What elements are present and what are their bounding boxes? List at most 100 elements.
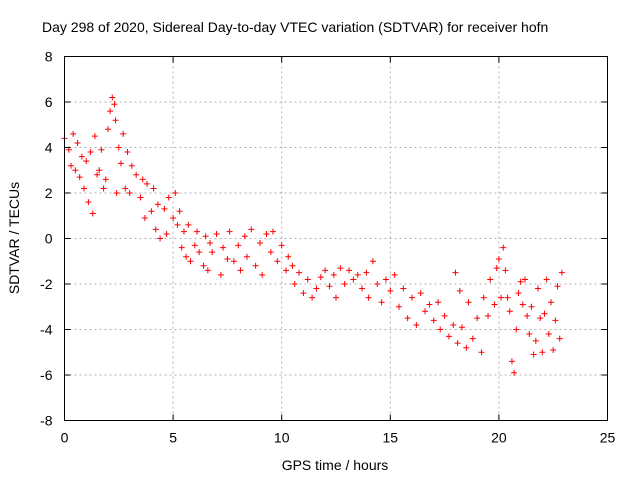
data-point-marker: [395, 303, 402, 310]
data-point-marker: [213, 230, 220, 237]
data-point-marker: [417, 290, 424, 297]
y-axis-ticks: 8 6 4 2 0 -2 -4 -6 -8: [40, 49, 608, 429]
data-point-marker: [359, 285, 366, 292]
data-point-marker: [491, 301, 498, 308]
data-point-marker: [543, 276, 550, 283]
data-point-marker: [313, 285, 320, 292]
data-points: [61, 94, 565, 376]
data-point-marker: [252, 262, 259, 269]
data-point-marker: [500, 244, 507, 251]
data-point-marker: [113, 190, 120, 196]
data-point-marker: [322, 267, 329, 274]
data-point-marker: [115, 144, 122, 151]
data-point-marker: [333, 294, 339, 301]
data-point-marker: [474, 315, 481, 322]
data-point-marker: [445, 333, 452, 340]
y-tick-label: -4: [40, 322, 53, 338]
data-point-marker: [495, 255, 502, 262]
data-point-marker: [435, 299, 442, 306]
data-point-marker: [291, 281, 298, 287]
data-point-marker: [469, 335, 476, 342]
data-point-marker: [556, 335, 563, 342]
data-point-marker: [452, 269, 459, 276]
data-point-marker: [458, 324, 465, 331]
y-tick-label: 6: [45, 94, 53, 110]
data-point-marker: [487, 276, 494, 283]
data-point-marker: [141, 215, 148, 222]
data-point-marker: [122, 185, 129, 192]
data-point-marker: [506, 308, 513, 315]
data-point-marker: [104, 126, 111, 133]
data-point-marker: [81, 185, 88, 192]
data-point-marker: [426, 301, 433, 308]
data-point-marker: [85, 199, 92, 206]
data-point-marker: [220, 244, 227, 251]
data-point-marker: [363, 269, 370, 276]
data-point-marker: [163, 230, 170, 237]
data-point-marker: [548, 299, 555, 306]
data-point-marker: [283, 267, 290, 274]
x-axis-label: GPS time / hours: [282, 457, 389, 473]
data-point-marker: [521, 276, 528, 283]
data-point-marker: [369, 258, 376, 265]
data-point-marker: [202, 233, 209, 240]
data-point-marker: [300, 290, 307, 297]
y-tick-label: -8: [40, 413, 53, 429]
data-point-marker: [528, 303, 535, 310]
data-point-marker: [102, 176, 109, 183]
data-point-marker: [387, 287, 394, 294]
y-axis-label: SDTVAR / TECUs: [6, 182, 22, 294]
data-point-marker: [554, 283, 561, 290]
data-point-marker: [480, 294, 487, 301]
data-point-marker: [157, 235, 164, 242]
y-tick-label: 4: [45, 140, 53, 156]
data-point-marker: [248, 226, 255, 233]
data-point-marker: [256, 240, 263, 247]
data-point-marker: [485, 312, 492, 319]
data-point-marker: [526, 331, 533, 338]
data-point-marker: [437, 326, 444, 333]
data-point-marker: [111, 101, 118, 108]
data-point-marker: [74, 139, 81, 146]
data-point-marker: [243, 253, 250, 260]
data-point-marker: [285, 253, 292, 260]
data-point-marker: [107, 108, 114, 115]
y-tick-label: 2: [45, 185, 53, 201]
data-point-marker: [204, 267, 211, 274]
data-point-marker: [463, 344, 470, 351]
data-point-marker: [400, 285, 407, 292]
data-point-marker: [217, 271, 224, 278]
y-tick-label: -6: [40, 367, 53, 383]
data-point-marker: [137, 194, 144, 201]
data-point-marker: [112, 117, 119, 124]
data-point-marker: [68, 162, 75, 169]
data-point-marker: [235, 242, 242, 249]
x-tick-label: 5: [169, 430, 177, 446]
data-point-marker: [365, 294, 372, 301]
data-point-marker: [270, 228, 277, 235]
data-point-marker: [191, 242, 198, 249]
data-point-marker: [309, 294, 316, 301]
x-tick-label: 25: [600, 430, 616, 446]
data-point-marker: [454, 340, 461, 347]
data-point-marker: [165, 194, 172, 201]
data-point-marker: [128, 162, 135, 169]
data-point-marker: [72, 167, 79, 174]
data-point-marker: [89, 210, 96, 217]
data-point-marker: [259, 271, 266, 278]
data-point-marker: [330, 271, 337, 278]
data-point-marker: [404, 315, 411, 322]
data-point-marker: [94, 171, 101, 178]
data-point-marker: [326, 283, 333, 290]
data-point-marker: [267, 249, 274, 256]
data-point-marker: [183, 253, 190, 260]
data-point-marker: [187, 258, 194, 265]
data-point-marker: [456, 287, 463, 294]
data-point-marker: [76, 174, 83, 181]
data-point-marker: [478, 349, 485, 356]
data-point-marker: [96, 167, 103, 174]
data-point-marker: [154, 201, 161, 208]
data-point-marker: [350, 276, 357, 283]
chart-title: Day 298 of 2020, Sidereal Day-to-day VTE…: [42, 19, 548, 35]
data-point-marker: [391, 271, 398, 278]
